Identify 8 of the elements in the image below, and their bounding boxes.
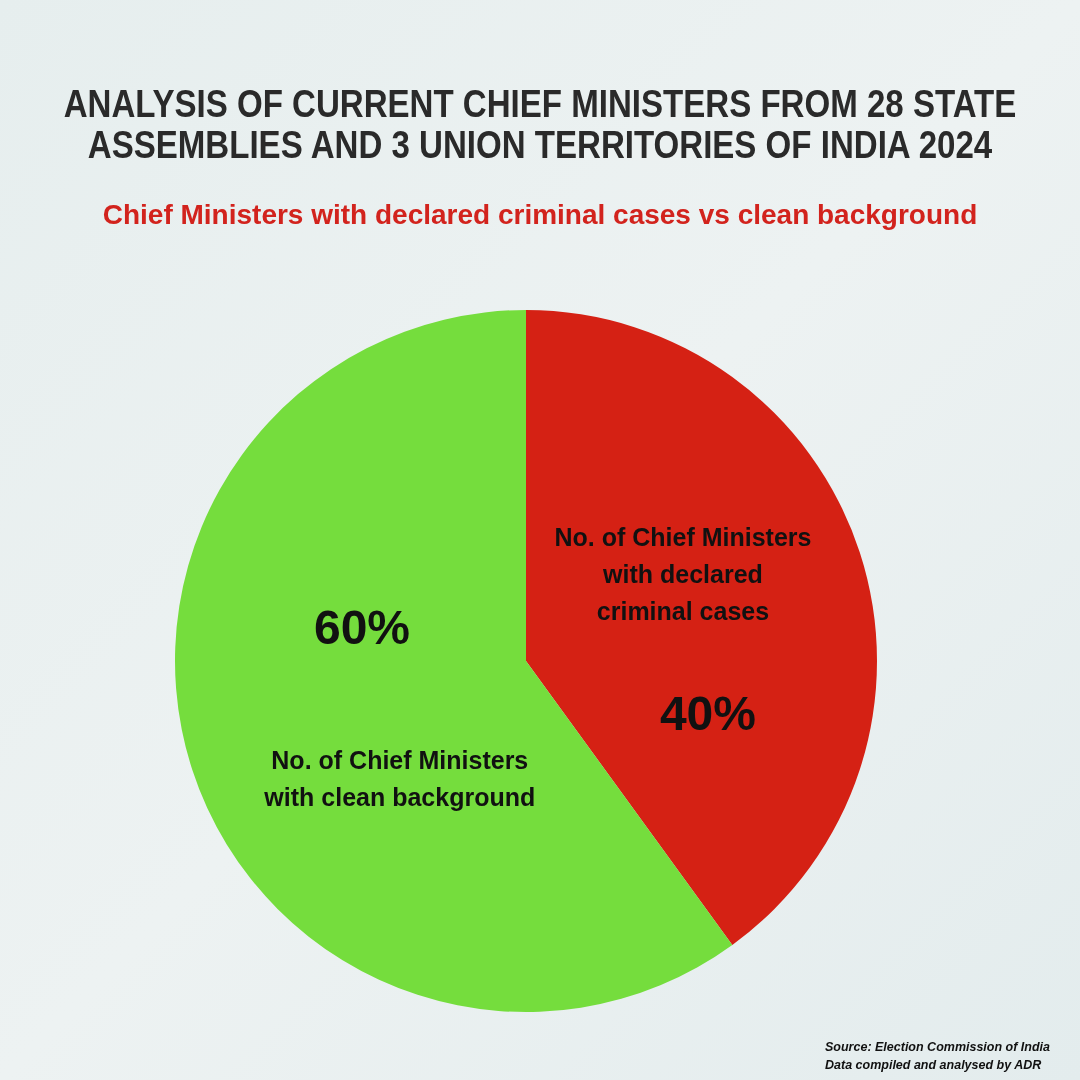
slice-label: No. of Chief Ministers with clean background (263, 745, 536, 811)
text: Data compiled and analysed by ADR (825, 1057, 1043, 1074)
data-label: 40% (659, 686, 756, 740)
source-note: Source: Election Commission of India (825, 1039, 1051, 1056)
chart-subtitle: Chief Ministers with declared criminal cases vs clean background (101, 198, 979, 232)
chart-title: ANALYSIS OF CURRENT CHIEF MINISTERS FROM 28 STATE ASSEMBLIES AND 3 UNION TERRITORIES OF INDIA 2024 (62, 83, 1018, 166)
slice-label: No. of Chief Ministers with declared criminal cases (554, 523, 812, 626)
data-label: 60% (313, 601, 411, 655)
